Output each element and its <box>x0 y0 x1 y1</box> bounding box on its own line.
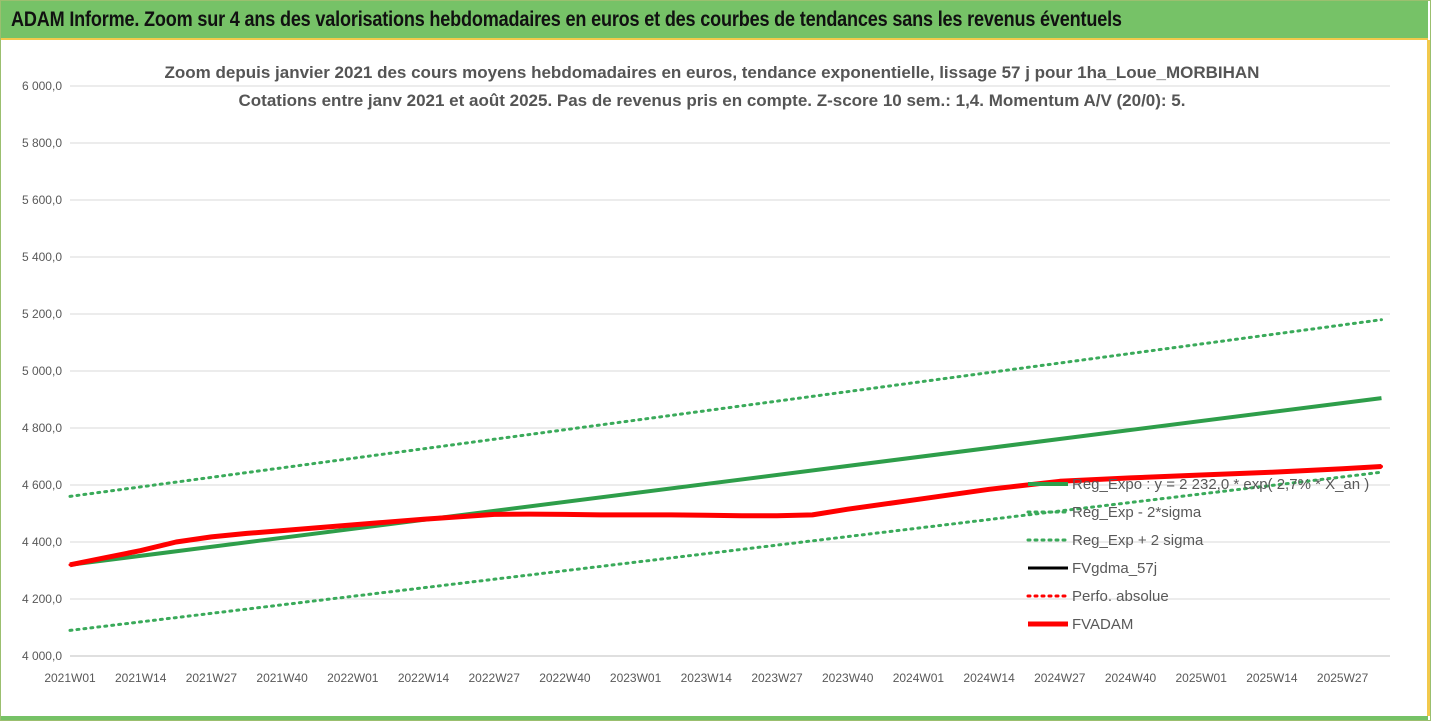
legend-label: Reg_Expo : y = 2 232,0 * exp( 2,7% * X_a… <box>1072 476 1369 493</box>
x-tick-label: 2022W27 <box>469 671 521 685</box>
x-tick-label: 2025W01 <box>1176 671 1228 685</box>
x-tick-label: 2023W14 <box>681 671 733 685</box>
banner-title: ADAM Informe. Zoom sur 4 ans des valoris… <box>11 8 1122 31</box>
x-tick-label: 2022W14 <box>398 671 450 685</box>
y-tick-label: 5 800,0 <box>22 136 62 150</box>
line-chart: 4 000,0 4 200,0 4 400,0 4 600,0 4 800,0 5 000… <box>22 63 1390 685</box>
y-tick-label: 6 000,0 <box>22 79 62 93</box>
legend-label: Reg_Exp - 2*sigma <box>1072 504 1202 521</box>
x-tick-label: 2023W01 <box>610 671 662 685</box>
legend-label: Perfo. absolue <box>1072 588 1169 605</box>
x-tick-label: 2023W40 <box>822 671 874 685</box>
series-line <box>68 318 1383 498</box>
series-line <box>69 396 1382 567</box>
series-line <box>69 464 1382 568</box>
y-tick-label: 5 600,0 <box>22 193 62 207</box>
report-banner: ADAM Informe. Zoom sur 4 ans des valoris… <box>1 1 1428 40</box>
x-tick-label: 2021W01 <box>44 671 96 685</box>
y-tick-label: 4 200,0 <box>22 592 62 606</box>
x-tick-label: 2024W27 <box>1034 671 1086 685</box>
legend-label: FVADAM <box>1072 616 1133 633</box>
x-tick-label: 2025W14 <box>1246 671 1298 685</box>
series-line <box>68 470 1383 632</box>
y-tick-label: 5 200,0 <box>22 307 62 321</box>
legend-label: FVgdma_57j <box>1072 560 1157 577</box>
x-tick-label: 2021W14 <box>115 671 167 685</box>
legend-label: Reg_Exp + 2 sigma <box>1072 532 1204 549</box>
legend: Reg_Expo : y = 2 232,0 * exp( 2,7% * X_a… <box>1026 476 1369 633</box>
x-tick-label: 2021W40 <box>256 671 308 685</box>
x-axis-ticks: 2021W01 2021W14 2021W27 2021W40 2022W01 2022W… <box>44 671 1368 685</box>
y-tick-label: 5 000,0 <box>22 364 62 378</box>
x-tick-label: 2022W01 <box>327 671 379 685</box>
x-tick-label: 2022W40 <box>539 671 591 685</box>
x-tick-label: 2024W01 <box>893 671 945 685</box>
gridlines <box>70 85 1390 657</box>
y-tick-label: 4 600,0 <box>22 478 62 492</box>
x-tick-label: 2025W27 <box>1317 671 1369 685</box>
x-tick-label: 2023W27 <box>751 671 803 685</box>
y-axis-ticks: 4 000,0 4 200,0 4 400,0 4 600,0 4 800,0 5 000… <box>22 79 62 663</box>
x-tick-label: 2021W27 <box>186 671 238 685</box>
chart-title-line-2: Cotations entre janv 2021 et août 2025. … <box>239 91 1186 110</box>
y-tick-label: 4 800,0 <box>22 421 62 435</box>
chart-title: Zoom depuis janvier 2021 des cours moyen… <box>165 63 1260 110</box>
y-tick-label: 4 000,0 <box>22 649 62 663</box>
bottom-accent-strip <box>1 716 1428 720</box>
chart-title-line-1: Zoom depuis janvier 2021 des cours moyen… <box>165 63 1260 82</box>
y-tick-label: 4 400,0 <box>22 535 62 549</box>
y-tick-label: 5 400,0 <box>22 250 62 264</box>
right-accent-strip <box>1427 40 1430 716</box>
series-lines <box>68 318 1383 632</box>
x-tick-label: 2024W40 <box>1105 671 1157 685</box>
x-tick-label: 2024W14 <box>963 671 1015 685</box>
